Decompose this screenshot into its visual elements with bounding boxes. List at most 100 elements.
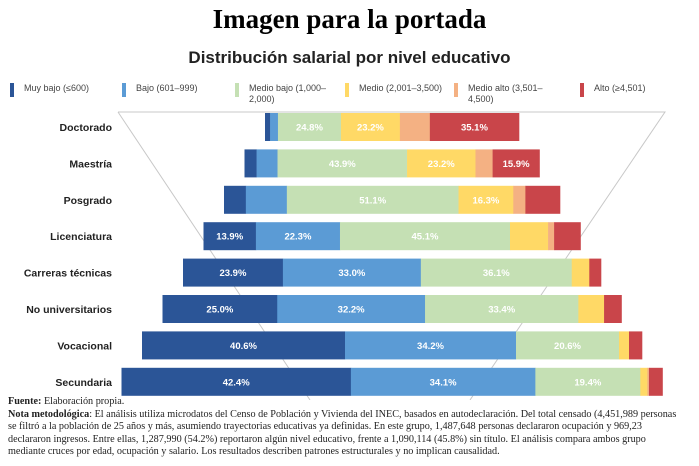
- category-label: Doctorado: [60, 122, 113, 134]
- legend-label-line: Muy bajo (≤600): [24, 83, 89, 93]
- data-label: 51.1%: [359, 195, 386, 206]
- bar-segment: [183, 258, 284, 287]
- data-label: 33.4%: [488, 305, 515, 316]
- bar-segment: [340, 113, 401, 141]
- bar-segment: [350, 367, 536, 396]
- data-label: 15.9%: [503, 159, 530, 170]
- data-label: 34.1%: [430, 377, 457, 388]
- source-text: Elaboración propia.: [41, 396, 125, 407]
- bar-segment: [224, 185, 247, 214]
- bar-segment: [277, 295, 426, 323]
- data-label: 45.1%: [412, 232, 439, 243]
- note-line: mediante cruces por edad, ocupación y sa…: [8, 446, 500, 457]
- bar-segment: [255, 222, 341, 251]
- legend-label-line: Alto (≥4,501): [594, 83, 646, 93]
- bar-segment: [407, 149, 476, 178]
- bar-segment: [492, 149, 540, 178]
- data-label: 20.6%: [554, 341, 581, 352]
- data-label: 36.1%: [483, 268, 510, 279]
- legend-label: Medio (2,001–3,500): [359, 83, 442, 94]
- bar-segment: [245, 185, 288, 214]
- bar-segment: [270, 113, 279, 141]
- bar-segment: [548, 222, 555, 251]
- data-label: 13.9%: [216, 232, 243, 243]
- bar-segment: [399, 113, 431, 141]
- bar-segment: [554, 222, 581, 251]
- legend-item: Alto (≥4,501): [580, 83, 645, 97]
- bar-segment: [142, 331, 346, 360]
- category-label: Carreras técnicas: [24, 268, 112, 280]
- legend-swatch: [345, 83, 349, 97]
- data-label: 25.0%: [206, 305, 233, 316]
- bar-segment: [604, 295, 622, 323]
- bar-segment: [256, 149, 278, 178]
- legend-label: Alto (≥4,501): [594, 83, 645, 94]
- data-label: 43.9%: [329, 159, 356, 170]
- data-label: 22.3%: [284, 232, 311, 243]
- category-label: Posgrado: [64, 195, 112, 207]
- bar-segment: [265, 113, 271, 141]
- data-label: 23.2%: [357, 123, 384, 134]
- bar-segment: [277, 149, 408, 178]
- bar-segment: [640, 367, 648, 396]
- legend-swatch: [10, 83, 14, 97]
- note-label: Nota: [8, 408, 32, 420]
- chart: Doctorado 24.8% 23.2% 35.1% Maestría 43.9% 23.…: [24, 111, 666, 400]
- data-label: 24.8%: [296, 123, 323, 134]
- data-label: 33.0%: [338, 268, 365, 279]
- legend-item: Medio bajo (1,000– 2,000): [235, 83, 326, 105]
- category-label: Secundaria: [55, 377, 112, 389]
- legend: Muy bajo (≤600) Bajo (601–999) Medio bajo …: [0, 80, 699, 110]
- legend-label-line: Medio (2,001–3,500): [359, 83, 443, 93]
- legend-swatch: [580, 83, 584, 97]
- bar-segment: [244, 149, 257, 178]
- legend-label: Medio alto (3,501– 4,500): [468, 83, 543, 105]
- legend-item: Muy bajo (≤600): [10, 83, 89, 97]
- data-label: 35.1%: [461, 123, 488, 134]
- bar-segment: [458, 185, 514, 214]
- note-line: : El análisis utiliza microdatos del Cen…: [89, 408, 677, 420]
- bar-segment: [571, 258, 590, 287]
- bar-segment: [425, 295, 579, 323]
- bar-segment: [203, 222, 257, 251]
- data-label: 40.6%: [230, 341, 257, 352]
- page-title: Imagen para la portada: [212, 4, 487, 34]
- legend-label: Muy bajo (≤600): [24, 83, 89, 94]
- legend-swatch: [122, 83, 126, 97]
- note-line: declararon ingresos. Entre ellas, 1,287,…: [8, 433, 646, 445]
- legend-item: Medio (2,001–3,500): [345, 83, 442, 97]
- bar-segment: [629, 331, 643, 360]
- bar-segment: [282, 258, 422, 287]
- note-label-2: metodológica: [31, 408, 90, 420]
- bar-segment: [535, 367, 641, 396]
- category-label: Licenciatura: [50, 231, 112, 243]
- legend-label: Medio bajo (1,000– 2,000): [249, 83, 326, 105]
- legend-label-line: 4,500): [468, 94, 494, 104]
- bar-segment: [475, 149, 493, 178]
- legend-item: Bajo (601–999): [122, 83, 198, 97]
- bar-segment: [339, 222, 511, 251]
- bar-segment: [648, 367, 663, 396]
- bar-segment: [121, 367, 352, 396]
- bar-segment: [429, 113, 520, 141]
- bar-segment: [513, 185, 526, 214]
- legend-label-line: Medio alto (3,501–: [468, 83, 543, 93]
- bar-segment: [277, 113, 342, 141]
- note-line: se filtró a la población de 25 años y má…: [8, 421, 642, 432]
- footnote: Fuente: Elaboración propia. Nota metodol…: [8, 396, 698, 459]
- data-label: 19.4%: [574, 377, 601, 388]
- category-label: Vocacional: [57, 340, 112, 352]
- category-label: Maestría: [69, 158, 112, 170]
- bar-segment: [525, 185, 561, 214]
- bar-segment: [589, 258, 602, 287]
- bar-segment: [516, 331, 620, 360]
- legend-label-line: Bajo (601–999): [136, 83, 198, 93]
- legend-label-line: 2,000): [249, 94, 275, 104]
- bar-segment: [162, 295, 278, 323]
- data-label: 42.4%: [223, 377, 250, 388]
- bar-segment: [647, 367, 650, 396]
- bar-segment: [510, 222, 549, 251]
- legend-item: Medio alto (3,501– 4,500): [454, 83, 543, 105]
- chart-title: Distribución salarial por nivel educativ…: [188, 48, 511, 67]
- legend-swatch: [235, 83, 239, 97]
